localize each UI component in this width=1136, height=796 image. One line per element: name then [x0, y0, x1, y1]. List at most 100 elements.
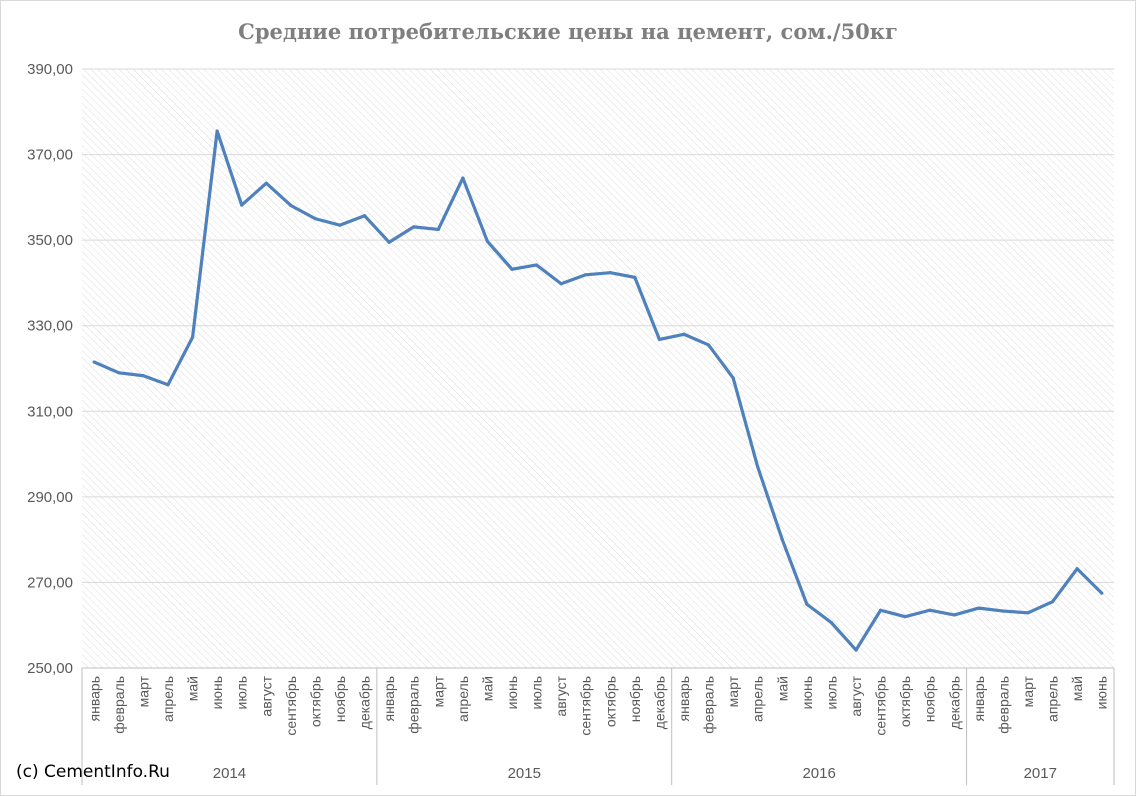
x-tick-label: март: [725, 675, 741, 707]
data-point: [1100, 591, 1104, 595]
x-tick-label: июнь: [799, 676, 815, 709]
data-point: [878, 608, 883, 612]
x-tick-label: май: [479, 676, 495, 701]
y-tick-label: 370,00: [27, 147, 73, 164]
data-point: [756, 465, 760, 469]
data-point: [412, 225, 416, 229]
data-point: [928, 608, 932, 612]
data-point: [780, 538, 784, 542]
data-point: [706, 343, 711, 347]
data-point: [141, 374, 146, 378]
y-tick-label: 330,00: [27, 318, 73, 335]
x-tick-label: октябрь: [307, 676, 323, 727]
y-tick-label: 310,00: [27, 403, 73, 420]
x-tick-label: июль: [823, 676, 839, 709]
x-tick-label: декабрь: [651, 676, 667, 729]
data-point: [854, 648, 858, 652]
y-tick-label: 270,00: [27, 574, 73, 591]
x-tick-label: январь: [86, 676, 102, 721]
x-tick-label: декабрь: [946, 676, 962, 729]
data-point: [657, 337, 662, 342]
data-point: [117, 371, 121, 375]
data-point: [387, 240, 391, 244]
data-point: [338, 223, 342, 227]
x-tick-label: октябрь: [897, 676, 913, 727]
source-credit: (c) CementInfo.Ru: [16, 762, 170, 782]
x-tick-label: март: [1020, 675, 1036, 707]
data-point: [633, 275, 637, 279]
x-tick-label: ноябрь: [332, 676, 348, 722]
data-point: [1026, 611, 1030, 615]
data-point: [534, 263, 539, 267]
x-tick-label: сентябрь: [283, 676, 299, 736]
x-tick-label: июль: [529, 676, 545, 709]
chart-title: Средние потребительские цены на цемент, …: [238, 19, 898, 44]
data-point: [190, 335, 195, 339]
x-tick-label: апрель: [750, 676, 766, 722]
x-tick-label: июнь: [209, 676, 225, 709]
x-tick-label: май: [185, 676, 201, 701]
x-tick-label: сентябрь: [578, 676, 594, 736]
year-label: 2015: [508, 765, 541, 782]
data-point: [313, 217, 318, 221]
data-point: [215, 129, 219, 133]
data-point: [362, 214, 367, 218]
y-tick-label: 390,00: [27, 61, 73, 78]
data-point: [584, 273, 588, 277]
data-point: [264, 181, 268, 185]
data-point: [166, 383, 170, 387]
year-label: 2014: [213, 765, 246, 782]
x-tick-label: июнь: [504, 676, 520, 709]
y-axis-ticks: 250,00 270,00 290,00 310,00 330,00 350,00 370,…: [27, 61, 73, 677]
x-tick-label: февраль: [111, 676, 127, 734]
x-tick-label: март: [430, 675, 446, 707]
x-tick-label: ноябрь: [627, 676, 643, 722]
x-tick-label: май: [774, 676, 790, 701]
plot-area: [82, 69, 1114, 668]
x-tick-label: февраль: [406, 676, 422, 734]
x-tick-label: июнь: [1094, 676, 1110, 709]
data-point: [289, 203, 293, 208]
x-tick-label: март: [135, 675, 151, 707]
data-point: [559, 282, 563, 286]
data-point: [805, 602, 809, 606]
data-point: [682, 332, 686, 336]
data-point: [608, 271, 612, 275]
series-group: [92, 129, 1104, 652]
data-point: [1075, 567, 1079, 571]
data-point: [1001, 609, 1006, 613]
x-tick-label: май: [1069, 676, 1085, 701]
data-point: [510, 267, 514, 271]
x-tick-label: сентябрь: [873, 676, 889, 736]
year-label: 2017: [1024, 765, 1057, 782]
data-point: [92, 360, 96, 364]
data-point: [436, 227, 440, 232]
x-tick-label: июль: [234, 676, 250, 709]
data-point: [977, 606, 981, 610]
x-tick-label: август: [553, 675, 569, 716]
y-tick-label: 250,00: [27, 660, 73, 677]
x-tick-label: ноябрь: [922, 676, 938, 722]
x-tick-label: октябрь: [602, 676, 618, 727]
data-point: [903, 615, 907, 619]
year-label: 2016: [802, 765, 835, 782]
x-axis: январь февраль март апрель май июнь июль август…: [81, 667, 1115, 785]
data-point: [485, 239, 490, 244]
y-tick-label: 350,00: [27, 232, 73, 249]
x-tick-label: апрель: [160, 676, 176, 722]
x-tick-label: февраль: [701, 676, 717, 734]
x-tick-label: январь: [971, 676, 987, 721]
data-point: [461, 176, 465, 180]
x-tick-label: август: [848, 675, 864, 716]
data-point: [829, 621, 834, 625]
x-tick-label: январь: [676, 676, 692, 721]
x-tick-label: январь: [381, 676, 397, 721]
x-tick-label: август: [258, 675, 274, 716]
data-point: [731, 376, 735, 380]
x-tick-label: апрель: [455, 676, 471, 722]
series-line: [92, 129, 1104, 652]
x-tick-label: февраль: [995, 676, 1011, 734]
data-point: [952, 613, 956, 617]
data-point: [240, 203, 244, 207]
